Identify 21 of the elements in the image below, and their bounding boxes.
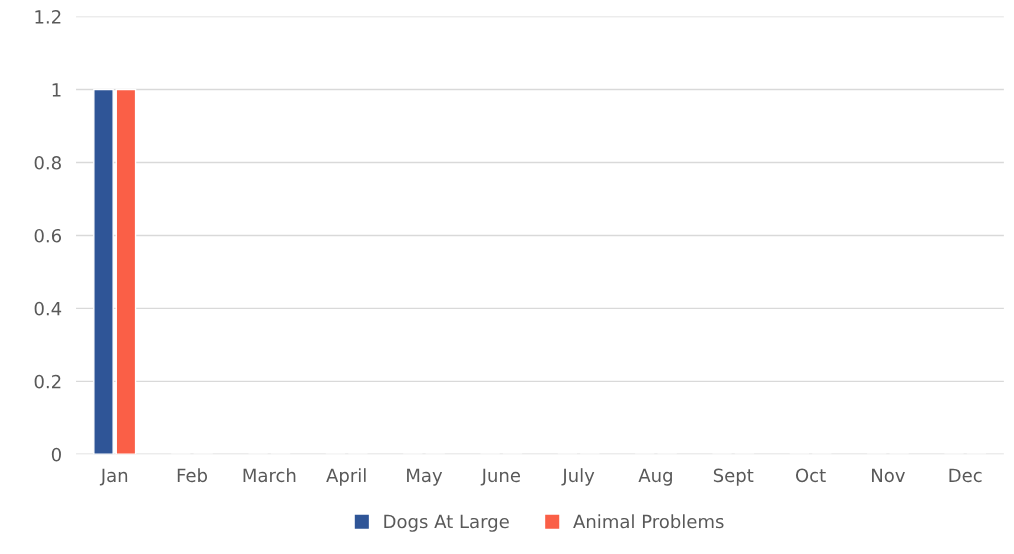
y-tick-label: 0 <box>51 447 61 462</box>
x-tick-label: Sept <box>713 468 754 486</box>
y-tick-label: 1.2 <box>35 10 61 24</box>
y-tick-label: 0.4 <box>34 301 62 316</box>
x-tick-label: Nov <box>872 468 905 483</box>
x-tick-label: June <box>480 468 520 486</box>
x-tick-label: May <box>407 468 443 486</box>
x-tick-label: Dec <box>949 468 982 483</box>
x-tick-label: Aug <box>638 468 672 486</box>
x-tick-label: March <box>243 468 296 483</box>
y-tick-label: 0.6 <box>34 228 62 243</box>
x-tick-label: Feb <box>177 468 208 483</box>
y-tick-label: 0.8 <box>34 155 61 170</box>
x-tick-label: April <box>326 468 366 486</box>
y-tick-label: 0.2 <box>34 374 61 389</box>
legend-label: Dogs At Large <box>384 514 509 532</box>
x-tick-label: Jan <box>99 468 128 486</box>
y-tick-label: 1 <box>52 83 61 97</box>
x-tick-label: Oct <box>795 468 826 483</box>
legend-label: Animal Problems <box>573 514 724 529</box>
x-tick-label: July <box>561 468 595 486</box>
